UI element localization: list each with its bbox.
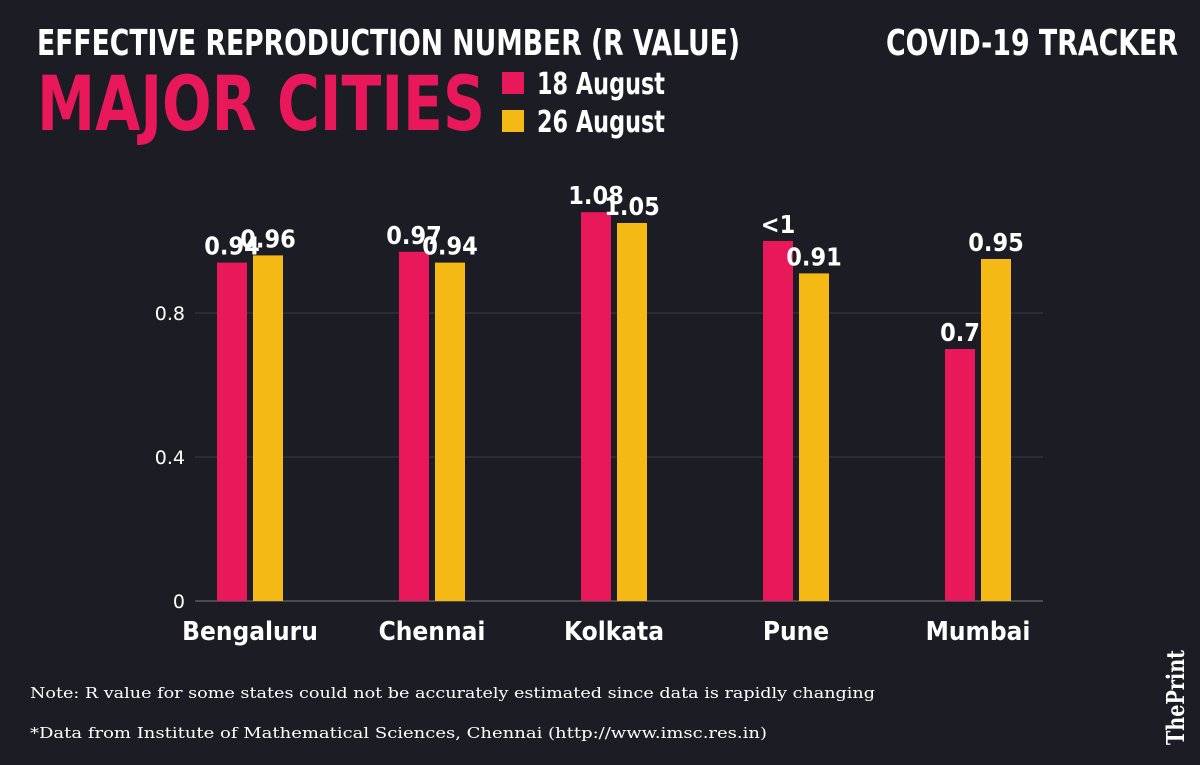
bar [799,273,829,601]
x-tick-label: Bengaluru [182,617,318,647]
x-tick-label: Pune [763,617,829,647]
bar [435,262,465,601]
y-tick-label: 0.4 [155,447,185,469]
tracker-label: COVID-19 TRACKER [886,23,1178,64]
bar [617,223,647,601]
x-tick-label: Mumbai [926,617,1031,647]
data-label: 0.97 [386,221,442,250]
data-label: 1.05 [604,192,660,221]
x-tick-label: Kolkata [564,617,664,647]
data-label: 0.96 [240,224,296,253]
legend-swatch [502,72,524,94]
data-label: 0.95 [968,228,1024,257]
data-label: 1.08 [568,181,624,210]
y-tick-label: 0 [173,591,185,613]
data-label: 0.91 [786,242,842,271]
brand-logo: ThePrint [1161,650,1190,745]
chart-subtitle: MAJOR CITIES [37,59,485,148]
chart-title: EFFECTIVE REPRODUCTION NUMBER (R VALUE) [37,23,740,64]
data-label: <1 [761,210,796,239]
y-tick-label: 0.8 [155,303,185,325]
bar [581,212,611,601]
legend-label: 26 August [537,105,665,140]
legend-swatch [502,110,524,132]
bar [399,251,429,602]
bar [981,259,1011,601]
legend-label: 18 August [537,67,665,102]
source-note: *Data from Institute of Mathematical Sci… [30,724,767,742]
bar [945,349,975,601]
data-label: 0.94 [422,232,478,261]
note: Note: R value for some states could not … [30,684,875,702]
bar [763,241,793,601]
bar [253,255,283,601]
data-label: 0.94 [204,232,260,261]
bar [217,262,247,601]
x-tick-label: Chennai [379,617,486,647]
data-label: 0.7 [940,318,980,347]
